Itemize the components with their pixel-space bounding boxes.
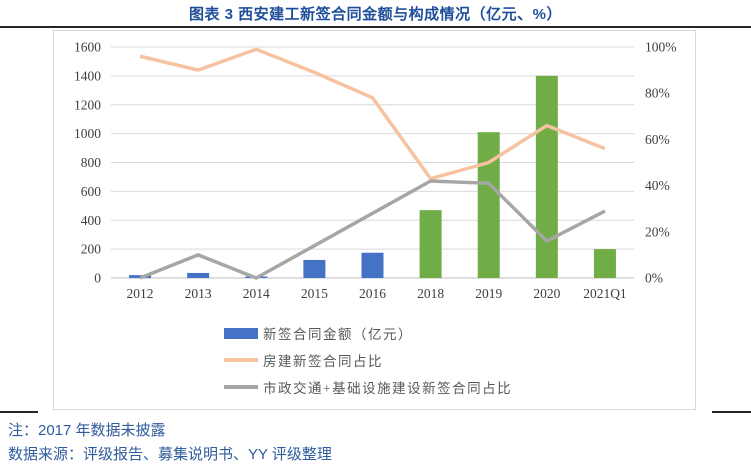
ytick-left-0: 0 [94,271,101,286]
ytick-right-80%: 80% [645,86,670,101]
chart-canvas: 0 200 400 600 800 1000 1200 1400 1600 0% 20% 40% 60%… [74,40,677,302]
xtick-2018: 2018 [417,286,444,301]
xtick-2019: 2019 [475,286,502,301]
xtick-2012: 2012 [127,286,154,301]
bar-2018 [419,210,442,278]
legend-swatch-bar-icon [224,327,258,339]
line-series-0 [139,47,606,181]
legend-label-2: 市政交通+基础设施建设新签合同占比 [263,381,513,396]
source-line: 数据来源：评级报告、募集说明书、YY 评级整理 [8,446,332,463]
xtick-2021Q1: 2021Q1 [583,286,627,301]
xtick-2016: 2016 [359,286,386,301]
ytick-left-800: 800 [81,155,102,170]
legend-swatch-line-icon [224,385,258,389]
xtick-2013: 2013 [185,286,212,301]
ytick-left-200: 200 [81,242,102,257]
legend-item-0: 新签合同金额（亿元） [224,323,512,343]
ytick-left-1400: 1400 [74,68,101,83]
bar-2020 [535,75,558,278]
ytick-right-60%: 60% [645,132,670,147]
bar-2015 [303,259,326,278]
line-series-1 [139,179,606,280]
xtick-2015: 2015 [301,286,328,301]
figure-title: 图表 3 西安建工新签合同金额与构成情况（亿元、%） [188,6,563,23]
legend-label-1: 房建新签合同占比 [263,354,383,369]
ytick-left-400: 400 [81,213,102,228]
ytick-right-100%: 100% [645,40,677,55]
legend-item-1: 房建新签合同占比 [224,350,512,370]
ytick-left-600: 600 [81,184,102,199]
note-line: 注：2017 年数据未披露 [8,422,166,439]
bottom-divider-left [0,411,38,413]
xtick-2020: 2020 [533,286,560,301]
xtick-2014: 2014 [243,286,270,301]
bar-2016 [361,252,384,278]
bottom-divider-right [712,411,751,413]
legend-swatch-line-icon [224,358,258,362]
bar-2021Q1 [593,249,616,278]
bar-2019 [477,132,500,278]
legend-label-0: 新签合同金额（亿元） [263,327,413,342]
top-divider [0,26,751,28]
ytick-left-1600: 1600 [74,40,101,55]
ytick-left-1200: 1200 [74,97,101,112]
chart-legend: 新签合同金额（亿元） 房建新签合同占比市政交通+基础设施建设新签合同占比 [224,323,512,397]
ytick-right-0%: 0% [645,271,663,286]
bar-2013 [187,272,210,278]
ytick-right-40%: 40% [645,178,670,193]
ytick-right-20%: 20% [645,224,670,239]
ytick-left-1000: 1000 [74,126,101,141]
legend-item-2: 市政交通+基础设施建设新签合同占比 [224,377,512,397]
chart-frame: 0 200 400 600 800 1000 1200 1400 1600 0% 20% 40% 60%… [53,30,696,410]
